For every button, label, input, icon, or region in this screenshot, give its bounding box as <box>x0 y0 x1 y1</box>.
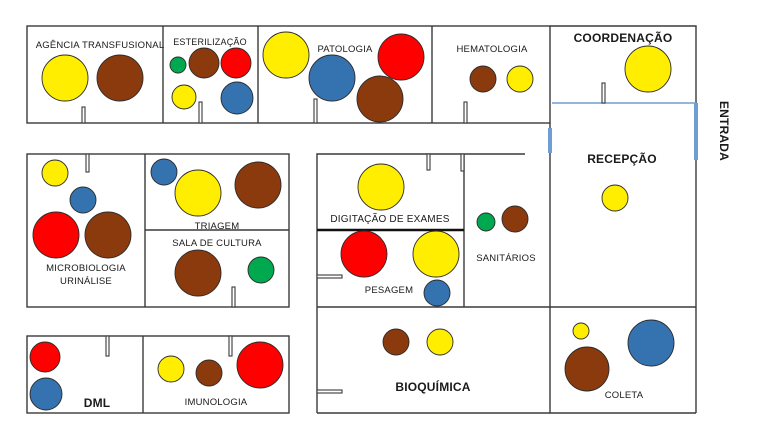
label-patologia: PATOLOGIA <box>317 44 373 55</box>
label-coleta: COLETA <box>605 390 644 401</box>
door-patologia[interactable] <box>313 98 318 124</box>
circle-esterilizacao-yellow <box>171 84 197 110</box>
circle-microbiologia-yellow <box>41 159 69 187</box>
circle-sala-cultura-green <box>247 256 275 284</box>
circle-esterilizacao-red <box>220 47 252 79</box>
circle-patologia-blue <box>308 54 356 102</box>
circle-patologia-brown <box>356 75 404 123</box>
circle-hematologia-yellow <box>506 65 534 93</box>
circle-coleta-yellow <box>572 322 590 340</box>
door-dml[interactable] <box>105 335 110 357</box>
label-urinalise: URINÁLISE <box>60 276 112 287</box>
circle-patologia-red <box>377 33 425 81</box>
label-sanitarios: SANITÁRIOS <box>476 253 536 264</box>
circle-pesagem-yellow <box>412 230 460 278</box>
entrances <box>548 102 698 160</box>
label-hematologia: HEMATOLOGIA <box>456 44 527 55</box>
label-bioquimica: BIOQUÍMICA <box>395 379 470 394</box>
door-agencia[interactable] <box>81 106 86 124</box>
circle-esterilizacao-blue <box>220 81 254 115</box>
circle-pesagem-blue <box>423 279 451 307</box>
circle-coordenacao-yellow <box>624 45 672 93</box>
circle-esterilizacao-green <box>169 56 187 74</box>
room-labels: AGÊNCIA TRANSFUSIONAL ESTERILIZAÇÃO PATO… <box>36 30 731 410</box>
circle-triagem-blue <box>150 158 178 186</box>
circle-bioquimica-brown <box>382 328 410 356</box>
door-microbiologia[interactable] <box>85 153 90 173</box>
circle-triagem-yellow <box>174 169 222 217</box>
circle-bioquimica-yellow <box>426 328 454 356</box>
door-coordenacao[interactable] <box>601 82 606 104</box>
walls <box>26 25 697 414</box>
door-esterilizacao[interactable] <box>198 101 203 124</box>
circle-microbiologia-blue <box>69 186 97 214</box>
label-microbiologia: MICROBIOLOGIA <box>46 263 126 274</box>
circle-agencia-yellow <box>41 54 89 102</box>
circle-coleta-brown <box>564 346 610 392</box>
circle-microbiologia-brown <box>84 211 132 259</box>
wall-coordenacao <box>550 25 697 103</box>
circle-imunologia-brown <box>195 359 223 387</box>
circle-dml-red <box>29 341 61 373</box>
circle-pesagem-red <box>340 230 388 278</box>
circle-recepcao-yellow <box>601 184 629 212</box>
circle-esterilizacao-brown <box>188 47 220 79</box>
door-sanitarios[interactable] <box>460 153 465 172</box>
circle-agencia-brown <box>96 54 144 102</box>
door-hematologia[interactable] <box>463 101 468 124</box>
circle-sanitarios-green <box>476 212 496 232</box>
mid-center-outline <box>316 153 525 307</box>
label-triagem: TRIAGEM <box>195 221 240 232</box>
resource-circles <box>29 31 675 411</box>
circle-triagem-brown <box>234 161 282 209</box>
label-imunologia: IMUNOLOGIA <box>185 397 248 408</box>
label-pesagem: PESAGEM <box>365 285 413 296</box>
label-coordenacao: COORDENAÇÃO <box>574 30 673 45</box>
label-recepcao: RECEPÇÃO <box>587 151 657 166</box>
door-digitacao[interactable] <box>426 153 431 171</box>
door-sala-cultura[interactable] <box>231 286 236 308</box>
label-esterilizacao: ESTERILIZAÇÃO <box>173 37 247 47</box>
door-imunologia[interactable] <box>228 335 233 357</box>
circle-hematologia-brown <box>469 65 497 93</box>
door-bioquimica[interactable] <box>316 389 343 394</box>
main-entrance-door <box>694 103 698 160</box>
label-digitacao-de-exames: DIGITAÇÃO DE EXAMES <box>330 212 449 225</box>
label-agencia-transfusional: AGÊNCIA TRANSFUSIONAL <box>36 40 165 51</box>
recepcao-side-door <box>548 128 552 153</box>
circle-sala-cultura-brown <box>174 249 222 297</box>
label-entrada: ENTRADA <box>717 101 731 161</box>
bottom-left-outline <box>26 335 290 414</box>
circle-microbiologia-red <box>32 211 80 259</box>
circle-coleta-blue <box>627 319 675 367</box>
doors <box>81 82 606 394</box>
circle-dml-blue <box>29 377 63 411</box>
circle-imunologia-red <box>236 341 284 389</box>
circle-patologia-yellow <box>262 31 310 79</box>
door-pesagem[interactable] <box>316 274 343 279</box>
circle-imunologia-yellow <box>157 355 185 383</box>
top-wing-outline <box>26 25 551 124</box>
label-sala-de-cultura: SALA DE CULTURA <box>172 238 262 249</box>
label-dml: DML <box>84 396 111 410</box>
circle-digitacao-yellow <box>357 163 405 211</box>
circle-sanitarios-brown <box>501 205 529 233</box>
